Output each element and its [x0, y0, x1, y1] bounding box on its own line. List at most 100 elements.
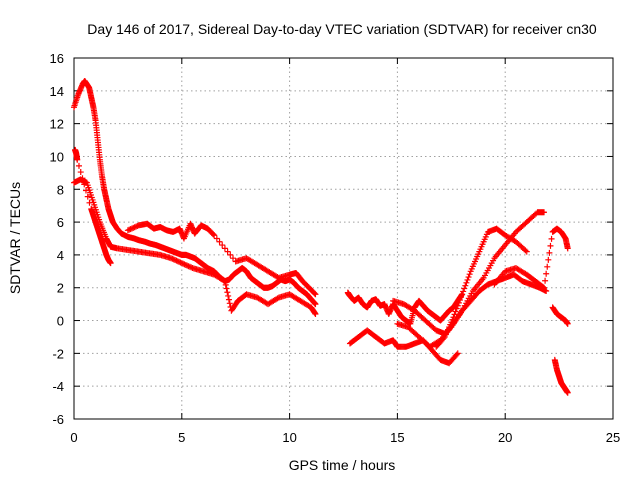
- series-early-low-branch: [72, 146, 114, 267]
- data-point: [465, 274, 472, 281]
- y-tick-label: -4: [52, 379, 64, 394]
- y-tick-label: 14: [50, 84, 64, 99]
- data-point: [221, 245, 228, 252]
- x-tick-label: 15: [390, 430, 404, 445]
- data-point: [523, 248, 530, 255]
- data-point: [312, 291, 319, 298]
- data-point: [450, 314, 457, 321]
- data-point: [170, 256, 177, 263]
- data-point: [458, 294, 465, 301]
- y-tick-label: 12: [50, 117, 64, 132]
- data-point: [543, 288, 550, 295]
- y-tick-label: 8: [57, 182, 64, 197]
- data-point: [132, 223, 139, 230]
- data-point: [222, 281, 229, 288]
- series-lower-band: [71, 176, 319, 317]
- data-point: [211, 232, 218, 239]
- series-late-drop: [549, 304, 571, 327]
- y-tick-label: 10: [50, 149, 64, 164]
- data-point: [459, 291, 466, 298]
- data-point: [128, 225, 135, 232]
- series-midday-cluster: [344, 289, 466, 327]
- data-point: [107, 260, 114, 267]
- data-point: [213, 235, 220, 242]
- y-axis-label: SDTVAR / TECUs: [7, 182, 23, 294]
- data-point: [79, 175, 86, 182]
- data-point: [172, 257, 179, 264]
- data-point: [454, 350, 461, 357]
- data-point: [453, 351, 460, 358]
- data-point: [181, 261, 188, 268]
- data-point: [168, 255, 175, 262]
- data-point: [184, 262, 191, 269]
- y-tick-label: -2: [52, 346, 64, 361]
- data-point: [230, 255, 237, 262]
- data-point: [86, 199, 93, 206]
- data-point: [169, 255, 176, 262]
- data-point: [227, 251, 234, 258]
- data-point: [545, 256, 552, 263]
- plot-frame: [73, 57, 614, 420]
- data-point: [224, 248, 231, 255]
- data-point: [178, 260, 185, 267]
- data-point: [182, 261, 189, 268]
- data-point: [544, 263, 551, 270]
- grid: [74, 58, 613, 419]
- data-point: [548, 235, 555, 242]
- data-point: [210, 231, 217, 238]
- data-point: [126, 226, 133, 233]
- data-point: [311, 290, 318, 297]
- data-point: [451, 311, 458, 318]
- data-point: [223, 285, 230, 292]
- series-upper-spikes: [124, 220, 319, 298]
- data-point: [452, 308, 459, 315]
- data-point: [440, 335, 447, 342]
- data-point: [176, 258, 183, 265]
- data-point: [180, 260, 187, 267]
- data-point: [74, 156, 81, 163]
- x-tick-label: 0: [70, 430, 77, 445]
- data-point: [463, 279, 470, 286]
- series-late-tail: [491, 225, 571, 291]
- y-tick-label: 16: [50, 51, 64, 66]
- data-point: [219, 242, 226, 249]
- data-point: [542, 277, 549, 284]
- data-point: [464, 276, 471, 283]
- data-point: [84, 193, 91, 200]
- tick-marks: [73, 57, 614, 420]
- data-point: [460, 288, 467, 295]
- data-point: [221, 278, 228, 285]
- y-tick-label: 6: [57, 215, 64, 230]
- y-tick-label: -6: [52, 412, 64, 427]
- data-point: [186, 263, 193, 270]
- data-point: [461, 285, 468, 292]
- chart-title: Day 146 of 2017, Sidereal Day-to-day VTE…: [87, 21, 597, 37]
- data-point: [462, 282, 469, 289]
- data-point: [547, 242, 554, 249]
- data-point: [456, 297, 463, 304]
- x-tick-label: 25: [606, 430, 620, 445]
- data-point: [225, 296, 232, 303]
- data-point: [185, 263, 192, 270]
- data-point: [541, 284, 548, 291]
- x-tick-label: 20: [498, 430, 512, 445]
- data-point: [173, 257, 180, 264]
- series-late-rise: [433, 225, 530, 350]
- y-tick-label: 2: [57, 281, 64, 296]
- data-point: [177, 259, 184, 266]
- data-point: [75, 162, 82, 169]
- data-point: [174, 258, 181, 265]
- x-tick-label: 5: [178, 430, 185, 445]
- x-axis-label: GPS time / hours: [289, 457, 396, 473]
- x-tick-label: 10: [282, 430, 296, 445]
- data-point: [82, 187, 89, 194]
- data-points: [71, 77, 571, 396]
- data-point: [226, 300, 233, 307]
- data-point: [131, 224, 138, 231]
- y-tick-label: 4: [57, 248, 64, 263]
- data-point: [546, 249, 553, 256]
- data-point: [541, 209, 548, 216]
- data-point: [188, 264, 195, 271]
- data-point: [130, 224, 137, 231]
- data-point: [466, 271, 473, 278]
